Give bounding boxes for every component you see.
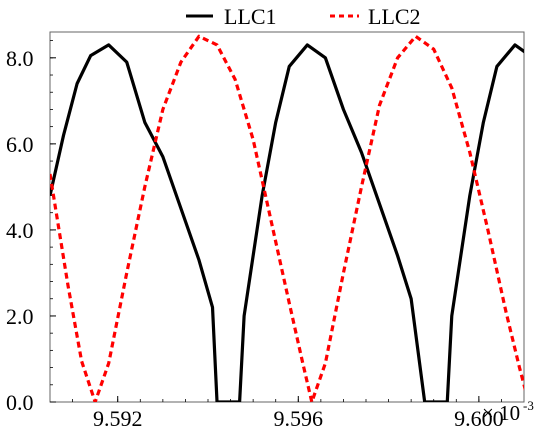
legend-label-llc1: LLC1 — [224, 4, 277, 29]
x-unit-exponent: -3 — [523, 398, 534, 413]
x-unit-label: × 10 — [482, 401, 520, 425]
x-tick-label: 9.600 — [454, 406, 504, 431]
y-tick-label: 6.0 — [6, 132, 34, 157]
x-tick-label: 9.592 — [93, 406, 143, 431]
legend: LLC1 LLC2 — [186, 4, 421, 29]
x-exponent-label: × 10 -3 — [482, 398, 534, 425]
y-tick-label: 4.0 — [6, 218, 34, 243]
series-line-llc2 — [50, 34, 524, 402]
series-line-llc1 — [50, 43, 524, 402]
x-tick-label: 9.596 — [274, 406, 324, 431]
series-layer — [50, 34, 524, 402]
x-axis: 9.592 9.596 9.600 — [72, 396, 504, 431]
plot-frame — [49, 31, 525, 403]
legend-label-llc2: LLC2 — [368, 4, 421, 29]
y-tick-label: 8.0 — [6, 46, 34, 71]
y-tick-label: 2.0 — [6, 304, 34, 329]
y-tick-label: 0.0 — [6, 390, 34, 415]
y-axis: 0.0 2.0 4.0 6.0 8.0 — [6, 40, 56, 415]
